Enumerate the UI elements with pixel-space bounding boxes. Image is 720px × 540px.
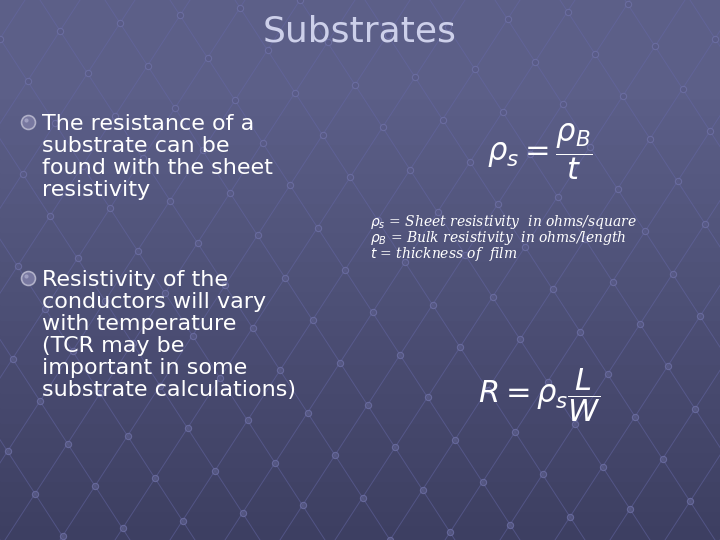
Text: Resistivity of the: Resistivity of the	[42, 270, 228, 290]
Bar	[0, 525, 720, 540]
Bar	[0, 496, 720, 511]
Bar	[0, 437, 720, 452]
Text: resistivity: resistivity	[42, 180, 150, 200]
Text: important in some: important in some	[42, 358, 247, 378]
Bar	[0, 114, 720, 130]
Bar	[0, 159, 720, 173]
Bar	[0, 423, 720, 437]
Bar	[0, 408, 720, 423]
Text: The resistance of a: The resistance of a	[42, 114, 254, 134]
Bar	[0, 481, 720, 496]
Text: (TCR may be: (TCR may be	[42, 336, 184, 356]
Bar	[0, 393, 720, 408]
Text: with temperature: with temperature	[42, 314, 236, 334]
Bar	[0, 349, 720, 364]
Bar	[0, 0, 720, 100]
Text: $\rho_s$ = Sheet resistivity  in ohms/square: $\rho_s$ = Sheet resistivity in ohms/squ…	[370, 213, 637, 231]
Bar	[0, 261, 720, 276]
Bar	[0, 320, 720, 335]
Bar	[0, 379, 720, 393]
Text: Substrates: Substrates	[263, 15, 457, 49]
Bar	[0, 276, 720, 291]
Bar	[0, 144, 720, 159]
Bar	[0, 173, 720, 188]
Bar	[0, 364, 720, 379]
Bar	[0, 291, 720, 305]
Bar	[0, 467, 720, 481]
Bar	[0, 247, 720, 261]
Bar	[0, 100, 720, 114]
Bar	[0, 202, 720, 217]
Bar	[0, 188, 720, 202]
Text: substrate calculations): substrate calculations)	[42, 380, 296, 400]
Text: $\rho_B$ = Bulk resistivity  in ohms/length: $\rho_B$ = Bulk resistivity in ohms/leng…	[370, 229, 626, 247]
Bar	[0, 130, 720, 144]
Bar	[0, 335, 720, 349]
Bar	[0, 452, 720, 467]
Text: conductors will vary: conductors will vary	[42, 292, 266, 312]
Text: found with the sheet: found with the sheet	[42, 158, 273, 178]
Text: $\rho_s = \dfrac{\rho_B}{t}$: $\rho_s = \dfrac{\rho_B}{t}$	[487, 122, 593, 183]
Bar	[0, 217, 720, 232]
Bar	[0, 305, 720, 320]
Bar	[0, 511, 720, 525]
Text: $t$ = thickness of  film: $t$ = thickness of film	[370, 245, 518, 263]
Bar	[0, 232, 720, 247]
Text: $R = \rho_s \dfrac{L}{W}$: $R = \rho_s \dfrac{L}{W}$	[479, 366, 601, 424]
Text: substrate can be: substrate can be	[42, 136, 230, 156]
